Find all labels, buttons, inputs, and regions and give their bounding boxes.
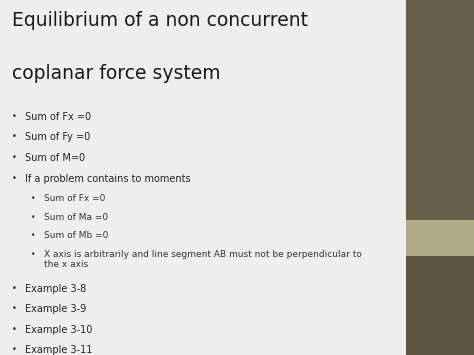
- Text: Equilibrium of a non concurrent: Equilibrium of a non concurrent: [12, 11, 308, 30]
- Text: Example 3-8: Example 3-8: [25, 284, 86, 294]
- Text: Sum of Ma =0: Sum of Ma =0: [44, 213, 108, 222]
- Text: •: •: [31, 213, 35, 222]
- Text: •: •: [31, 250, 35, 258]
- Bar: [406, 0, 474, 220]
- Text: Sum of M=0: Sum of M=0: [25, 153, 85, 163]
- Text: Sum of Fx =0: Sum of Fx =0: [44, 194, 105, 203]
- Bar: [406, 220, 474, 256]
- Text: •: •: [12, 174, 17, 182]
- Text: Sum of Fy =0: Sum of Fy =0: [25, 132, 90, 142]
- Text: X axis is arbitrarily and line segment AB must not be perpendicular to
the x axi: X axis is arbitrarily and line segment A…: [44, 250, 362, 269]
- Text: If a problem contains to moments: If a problem contains to moments: [25, 174, 190, 184]
- Bar: [406, 256, 474, 355]
- Text: •: •: [31, 231, 35, 240]
- Text: Example 3-9: Example 3-9: [25, 304, 86, 314]
- Text: Sum of Mb =0: Sum of Mb =0: [44, 231, 108, 240]
- Text: •: •: [12, 325, 17, 334]
- Text: •: •: [12, 304, 17, 313]
- Text: coplanar force system: coplanar force system: [12, 64, 220, 83]
- Text: •: •: [12, 153, 17, 162]
- Text: Example 3-10: Example 3-10: [25, 325, 92, 335]
- Text: •: •: [12, 284, 17, 293]
- Text: •: •: [31, 194, 35, 203]
- Text: •: •: [12, 112, 17, 121]
- Text: Sum of Fx =0: Sum of Fx =0: [25, 112, 91, 122]
- Text: Example 3-11: Example 3-11: [25, 345, 92, 355]
- Text: •: •: [12, 132, 17, 141]
- Text: •: •: [12, 345, 17, 355]
